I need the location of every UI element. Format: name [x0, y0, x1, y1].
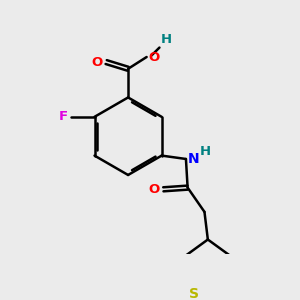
Text: H: H	[200, 145, 211, 158]
Text: H: H	[161, 33, 172, 46]
Text: O: O	[148, 51, 159, 64]
Text: O: O	[148, 183, 159, 196]
Text: O: O	[91, 56, 102, 69]
Text: F: F	[59, 110, 68, 123]
Text: N: N	[187, 152, 199, 166]
Text: S: S	[189, 287, 199, 300]
